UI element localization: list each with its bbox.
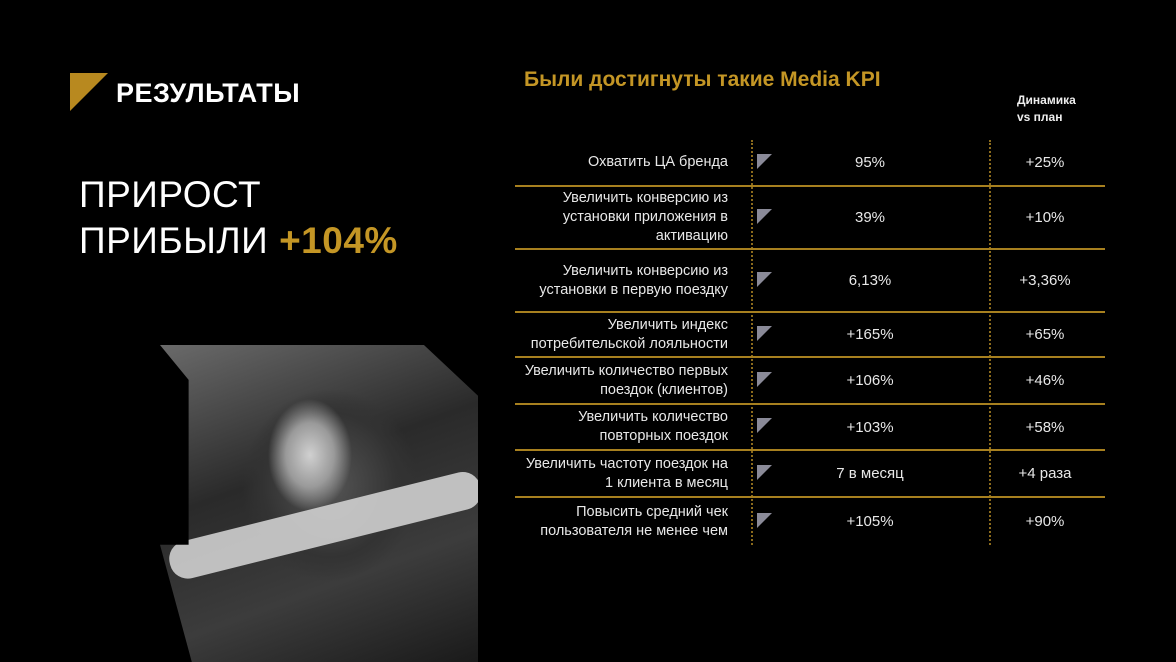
kpi-label: Увеличить количество повторных поездок [578, 409, 728, 444]
dynamics-header-line1: Динамика [1017, 93, 1076, 107]
kpi-value: +165% [846, 326, 894, 343]
kpi-value: 39% [854, 209, 886, 226]
triangle-marker-icon [757, 271, 772, 287]
kpi-dynamics: +58% [1025, 418, 1065, 436]
kpi-dynamics: +25% [1025, 154, 1065, 171]
kpi-label: Повысить средний чек пользователя не мен… [540, 503, 728, 539]
kpi-dynamics: +10% [1025, 209, 1065, 226]
kpi-value: +106% [846, 372, 894, 389]
kpi-label: Увеличить конверсию из установки приложе… [562, 190, 728, 244]
kpi-dynamics: +90% [1025, 513, 1065, 530]
woman-in-car-photo [160, 345, 478, 662]
dynamics-header-line2: vs план [1017, 110, 1063, 124]
triangle-marker-icon [757, 208, 772, 224]
kpi-table: Охватить ЦА бренда 95% +25% Увеличить кон… [515, 140, 1105, 545]
kpi-value: +103% [846, 418, 894, 436]
kpi-row: Увеличить количество первых поездок (кли… [515, 358, 1105, 405]
kpi-row: Увеличить конверсию из установки приложе… [515, 187, 1105, 250]
triangle-marker-icon [757, 371, 772, 387]
profit-growth-value: +104% [279, 220, 398, 261]
kpi-label: Увеличить количество первых поездок (кли… [524, 362, 728, 398]
kpi-row: Увеличить конверсию из установки в перву… [515, 250, 1105, 313]
kpi-row: Повысить средний чек пользователя не мен… [515, 498, 1105, 545]
kpi-dynamics: +4 раза [1018, 465, 1072, 482]
kpi-dynamics: +3,36% [1019, 272, 1071, 289]
triangle-marker-icon [757, 325, 772, 341]
headline-line2-text: ПРИБЫЛИ [79, 220, 269, 261]
kpi-title: Были достигнуты такие Media KPI [524, 68, 881, 91]
kpi-row: Охватить ЦА бренда 95% +25% [515, 140, 1105, 187]
headline-line1: ПРИРОСТ [79, 174, 262, 215]
photo-detail [165, 468, 478, 583]
triangle-marker-icon [757, 464, 772, 480]
kpi-dynamics: +65% [1025, 326, 1065, 343]
kpi-label: Увеличить конверсию из установки в перву… [539, 262, 728, 298]
kpi-value: 95% [854, 154, 886, 171]
divider-dotted [751, 140, 753, 545]
divider-dotted [989, 140, 991, 545]
kpi-label: Увеличить индекс потребительской лояльно… [530, 316, 728, 352]
kpi-row: Увеличить частоту поездок на 1 клиента в… [515, 451, 1105, 498]
headline-line2: ПРИБЫЛИ +104% [79, 218, 398, 264]
kpi-row: Увеличить количество повторных поездок +… [515, 405, 1105, 451]
triangle-marker-icon [757, 418, 772, 433]
headline: ПРИРОСТ ПРИБЫЛИ +104% [79, 172, 398, 264]
kpi-value: +105% [846, 513, 894, 530]
dynamics-header: Динамика vs план [1017, 92, 1076, 126]
kpi-dynamics: +46% [1025, 372, 1065, 389]
kpi-row: Увеличить индекс потребительской лояльно… [515, 313, 1105, 358]
kpi-value: 7 в месяц [836, 465, 904, 482]
kpi-label: Увеличить частоту поездок на 1 клиента в… [525, 455, 728, 491]
triangle-marker-icon [757, 153, 772, 169]
logo-triangle-icon [70, 73, 108, 111]
section-title: РЕЗУЛЬТАТЫ [116, 78, 301, 108]
triangle-marker-icon [757, 512, 772, 528]
kpi-value: 6,13% [848, 272, 892, 289]
kpi-label: Охватить ЦА бренда [587, 154, 728, 170]
